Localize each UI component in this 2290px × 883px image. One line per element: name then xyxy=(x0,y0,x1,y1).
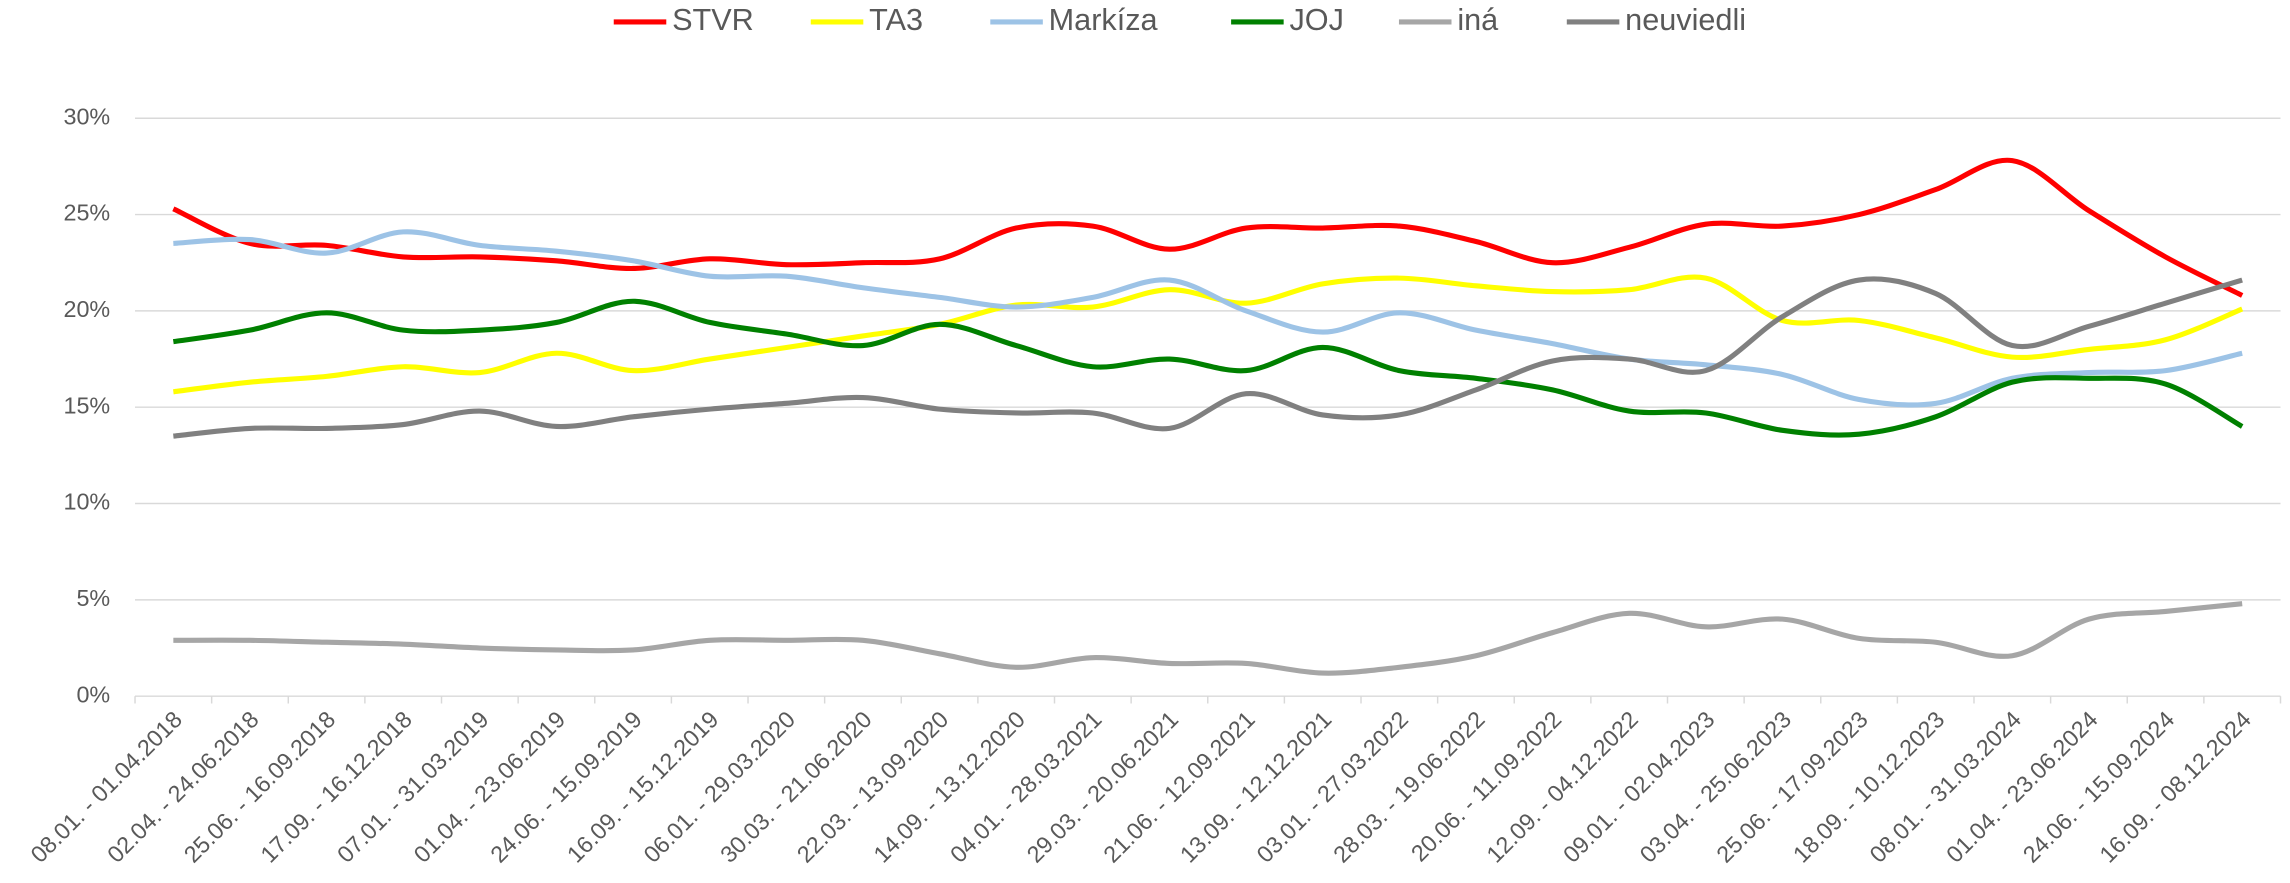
legend-label: JOJ xyxy=(1289,3,1343,37)
legend-label: STVR xyxy=(672,3,754,37)
series-line xyxy=(173,276,2243,439)
legend-item: JOJ xyxy=(1231,3,1344,37)
legend-label: Markíza xyxy=(1049,3,1159,37)
legend-item: Markíza xyxy=(990,3,1159,37)
y-tick-label: 20% xyxy=(63,296,110,322)
y-tick-label: 15% xyxy=(63,392,110,418)
y-tick-label: 5% xyxy=(76,585,110,611)
y-tick-label: 30% xyxy=(63,103,110,129)
legend-item: TA3 xyxy=(810,3,923,37)
x-tick-label: 20.06. - 11.09.2022 xyxy=(1406,706,1566,866)
legend-item: STVR xyxy=(613,3,754,37)
legend-label: neuviedli xyxy=(1625,3,1746,37)
series-line xyxy=(173,229,2243,408)
y-tick-label: 0% xyxy=(76,681,110,707)
series-line xyxy=(173,601,2243,676)
y-tick-label: 10% xyxy=(63,489,110,515)
legend-label: iná xyxy=(1457,3,1499,37)
legend-item: neuviedli xyxy=(1566,3,1746,37)
series-line xyxy=(172,298,2244,438)
x-tick-label: 16.09. - 08.12.2024 xyxy=(2094,706,2256,868)
legend-label: TA3 xyxy=(869,3,923,37)
series-line xyxy=(172,157,2244,298)
y-tick-label: 25% xyxy=(63,200,110,226)
legend-item: iná xyxy=(1398,3,1499,37)
